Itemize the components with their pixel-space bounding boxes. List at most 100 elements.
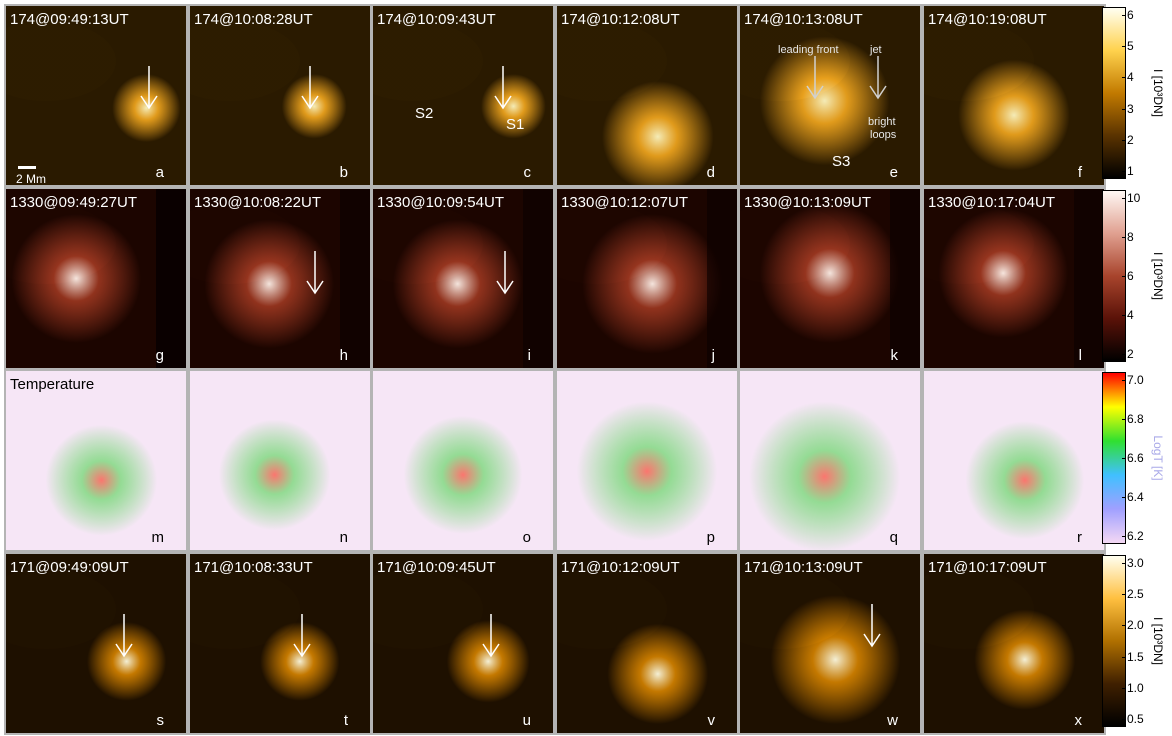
- panel-image: [924, 554, 1104, 733]
- panel-image: [190, 554, 370, 733]
- colorbar-tick-label: 3: [1122, 101, 1134, 116]
- colorbar-tick-label: 4: [1122, 70, 1134, 85]
- label-jet: jet: [870, 44, 882, 56]
- colorbar-tick-label: 6.2: [1122, 529, 1144, 543]
- down-arrow-icon: [869, 56, 887, 100]
- panel-image: [740, 371, 920, 550]
- image-panel-v: 171@10:12:09UT v: [555, 552, 739, 735]
- down-arrow-icon: [496, 251, 514, 295]
- image-panel-c: 174@10:09:43UT c S2 S1: [371, 4, 555, 187]
- panel-image: [373, 6, 553, 185]
- panel-title: 171@10:12:09UT: [561, 559, 680, 576]
- panel-image: [6, 371, 186, 550]
- image-panel-g: 1330@09:49:27UT g: [4, 187, 188, 370]
- panel-image: [190, 371, 370, 550]
- panel-label: l: [1078, 347, 1082, 364]
- down-arrow-icon: [115, 614, 133, 658]
- colorbar-tick-label: 2: [1122, 132, 1134, 147]
- panel-label: j: [711, 347, 715, 364]
- image-panel-o: o: [371, 369, 555, 552]
- image-panel-a: 174@09:49:13UT a 2 Mm: [4, 4, 188, 187]
- panel-title: 171@10:08:33UT: [194, 559, 313, 576]
- panel-title: 171@09:49:09UT: [10, 559, 129, 576]
- panel-title: 174@09:49:13UT: [10, 11, 129, 28]
- colorbar-tick-label: 10: [1121, 191, 1141, 205]
- panel-label: u: [522, 712, 531, 729]
- down-arrow-icon: [293, 614, 311, 658]
- panel-title: 1330@09:49:27UT: [10, 194, 137, 211]
- panel-label: s: [156, 712, 165, 729]
- panel-image: [6, 554, 186, 733]
- colorbar-tick-label: 6: [1122, 8, 1134, 22]
- panel-image: [6, 6, 186, 185]
- label-s2: S2: [415, 105, 434, 122]
- panel-label: p: [706, 529, 715, 546]
- down-arrow-icon: [806, 56, 824, 100]
- down-arrow-icon: [301, 66, 319, 110]
- colorbar-tick-label: 2.5: [1122, 587, 1144, 602]
- colorbar-aia171: [1102, 555, 1126, 727]
- panel-image: [557, 371, 737, 550]
- image-panel-x: 171@10:17:09UT x: [922, 552, 1106, 735]
- down-arrow-icon: [140, 66, 158, 110]
- panel-label: k: [890, 347, 899, 364]
- colorbar-tick-label: 3.0: [1122, 556, 1144, 570]
- panel-label: a: [155, 164, 164, 181]
- panel-title: 171@10:09:45UT: [377, 559, 496, 576]
- panel-image: [557, 6, 737, 185]
- panel-title: 171@10:13:09UT: [744, 559, 863, 576]
- down-arrow-icon: [306, 251, 324, 295]
- image-panel-e: 174@10:13:08UT e leading front jet bright loo…: [738, 4, 922, 187]
- panel-image: [924, 189, 1104, 368]
- panel-label: o: [522, 529, 531, 546]
- image-panel-s: 171@09:49:09UT s: [4, 552, 188, 735]
- image-panel-d: 174@10:12:08UT d: [555, 4, 739, 187]
- panel-image: [924, 371, 1104, 550]
- label-bright: bright: [868, 116, 896, 128]
- panel-label: g: [155, 347, 164, 364]
- panel-title: 174@10:12:08UT: [561, 11, 680, 28]
- panel-title: Temperature: [10, 376, 95, 393]
- colorbar-ticks: 6 5 4 3 2 1: [1122, 7, 1157, 179]
- panel-label: h: [339, 347, 348, 364]
- colorbar-title-text: I [10³DN]: [1151, 68, 1165, 118]
- image-panel-u: 171@10:09:45UT u: [371, 552, 555, 735]
- image-panel-k: 1330@10:13:09UT k: [738, 187, 922, 370]
- panel-image: [373, 189, 553, 368]
- panel-label: n: [339, 529, 348, 546]
- colorbar-title-text: I [10³DN]: [1151, 616, 1165, 666]
- down-arrow-icon: [863, 604, 881, 648]
- panel-label: v: [707, 712, 716, 729]
- colorbar-tick-label: 6.4: [1122, 490, 1144, 504]
- image-panel-f: 174@10:19:08UT f: [922, 4, 1106, 187]
- panel-image: [740, 6, 920, 185]
- panel-title: 1330@10:09:54UT: [377, 194, 504, 211]
- colorbar-title-text: LogT [K]: [1151, 435, 1165, 481]
- colorbar-ticks: 3.0 2.5 2.0 1.5 1.0 0.5: [1122, 555, 1157, 727]
- colorbar-tick-label: 1: [1122, 164, 1134, 178]
- image-panel-i: 1330@10:09:54UT i: [371, 187, 555, 370]
- panel-image: [740, 189, 920, 368]
- label-s1: S1: [506, 116, 525, 133]
- image-panel-j: 1330@10:12:07UT j: [555, 187, 739, 370]
- down-arrow-icon: [494, 66, 512, 110]
- image-panel-p: p: [555, 369, 739, 552]
- panel-title: 1330@10:12:07UT: [561, 194, 688, 211]
- colorbar-tick-label: 2.0: [1122, 618, 1144, 633]
- panel-label: w: [887, 712, 898, 729]
- label-leading-front: leading front: [778, 44, 839, 56]
- down-arrow-icon: [482, 614, 500, 658]
- panel-image: [740, 554, 920, 733]
- panel-label: q: [889, 529, 898, 546]
- image-panel-m: Temperature m: [4, 369, 188, 552]
- panel-label: r: [1077, 529, 1082, 546]
- image-panel-l: 1330@10:17:04UT l: [922, 187, 1106, 370]
- colorbar-tick-label: 6: [1122, 269, 1134, 283]
- image-panel-b: 174@10:08:28UT b: [188, 4, 372, 187]
- colorbar-tick-label: 8: [1122, 230, 1134, 244]
- colorbar-tick-label: 4: [1122, 308, 1134, 322]
- scale-bar: [18, 166, 36, 169]
- image-panel-q: q: [738, 369, 922, 552]
- panel-label: f: [1077, 164, 1082, 181]
- panel-title: 174@10:08:28UT: [194, 11, 313, 28]
